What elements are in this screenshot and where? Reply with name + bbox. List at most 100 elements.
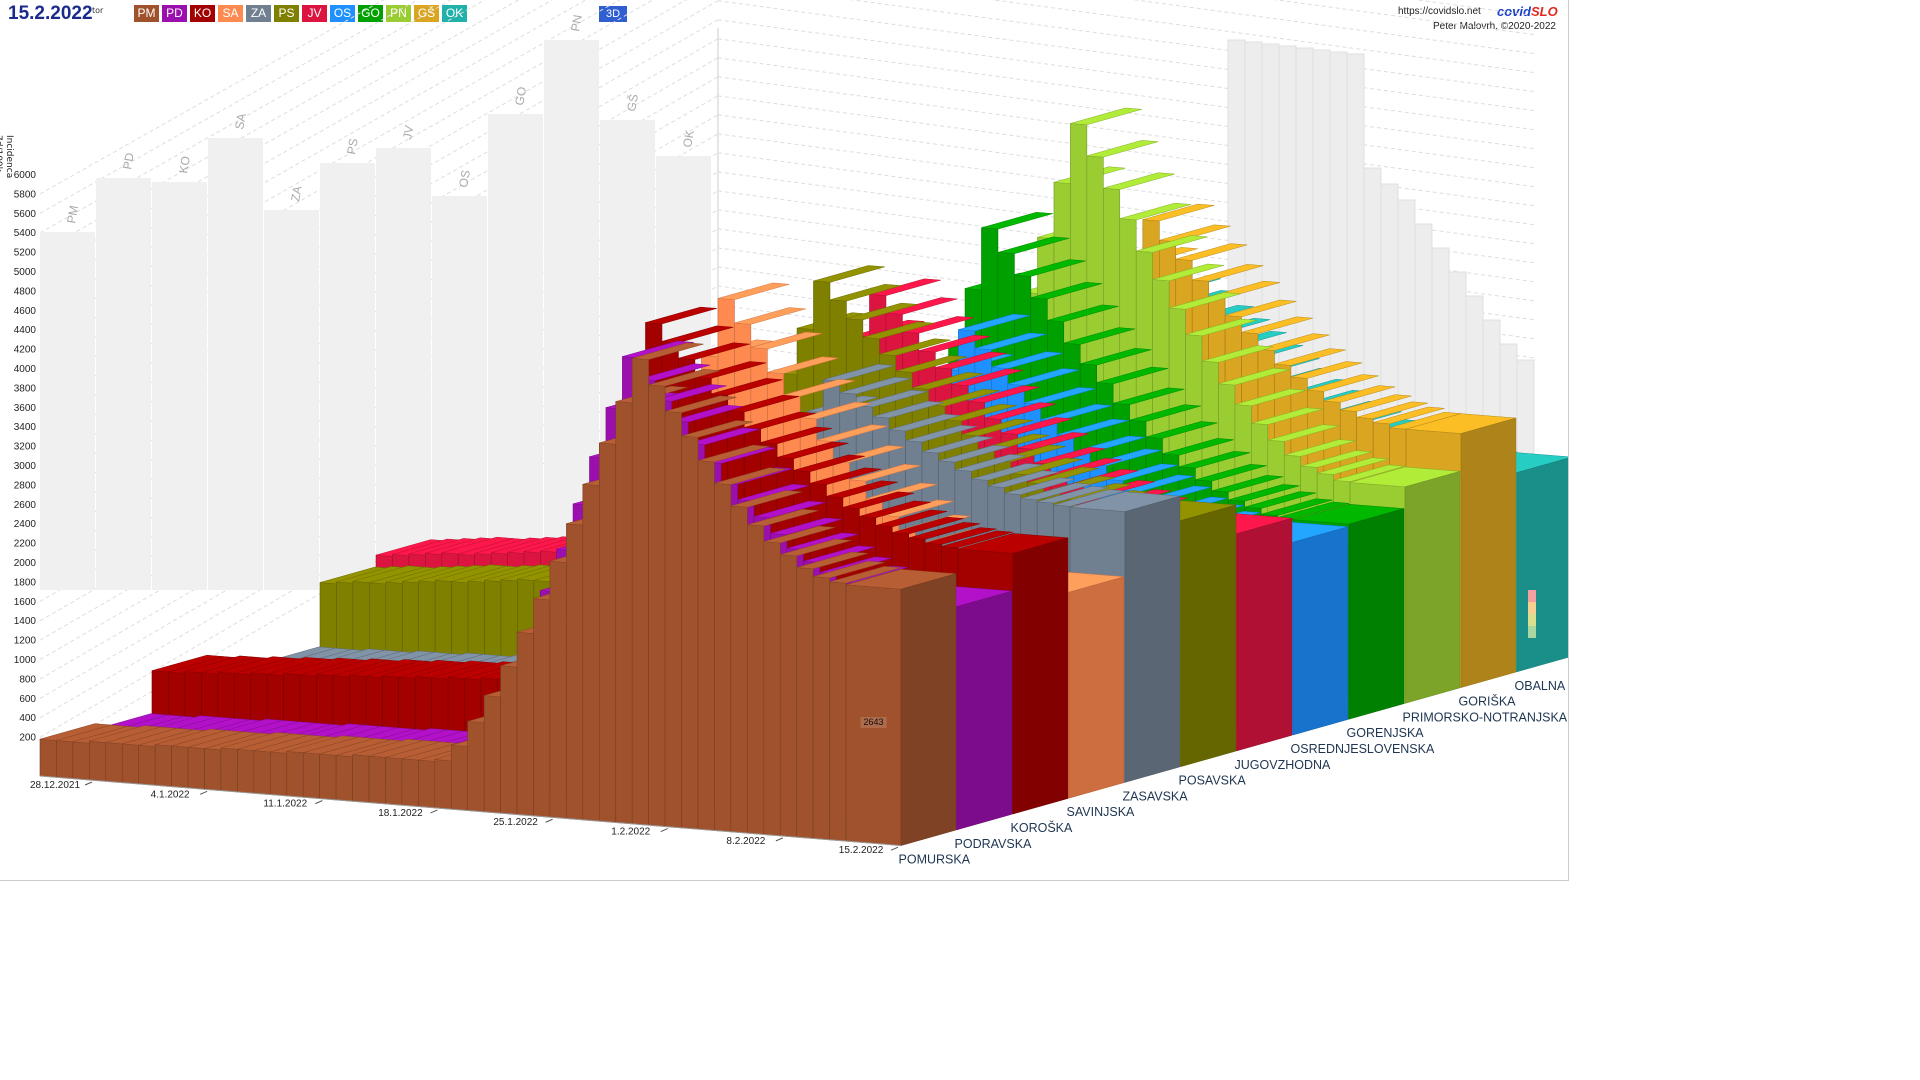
bar-top xyxy=(1261,498,1333,516)
bar xyxy=(549,560,567,819)
region-name-label: ZASAVSKA xyxy=(1123,789,1189,803)
bar-top xyxy=(961,418,1033,437)
bar xyxy=(664,411,682,829)
bar-top xyxy=(1070,107,1142,126)
bar xyxy=(319,753,337,801)
bar xyxy=(401,758,419,807)
legend-item-os[interactable]: OS xyxy=(330,5,355,22)
bar xyxy=(253,750,271,795)
bar xyxy=(812,576,830,841)
bar-top xyxy=(879,338,951,356)
bar-top xyxy=(1162,438,1234,456)
date-title: 15.2.2022 xyxy=(8,3,93,24)
wall-column xyxy=(264,210,319,590)
bar-top xyxy=(813,265,885,283)
view-3d-button[interactable]: 3D xyxy=(599,6,627,22)
bar-top xyxy=(968,385,1040,403)
brand-logo: covidSLO xyxy=(1497,4,1558,19)
y-tick-label: 6000 xyxy=(14,170,37,181)
bar-side xyxy=(1348,508,1405,720)
bar-top xyxy=(1017,432,1089,450)
bar xyxy=(829,581,847,842)
bar xyxy=(269,751,288,797)
bar-top xyxy=(829,566,901,584)
bar-top xyxy=(813,560,885,579)
bar-top xyxy=(839,376,912,395)
legend-item-pm[interactable]: PM xyxy=(134,5,159,22)
bar-top xyxy=(816,424,889,442)
wall-code-label: JV xyxy=(400,124,416,140)
bar-top xyxy=(1234,388,1307,407)
bar-top xyxy=(938,445,1010,463)
bar xyxy=(39,738,57,778)
bar-side xyxy=(956,590,1013,831)
bar-top xyxy=(895,355,968,373)
region-name-label: GORENJSKA xyxy=(1347,726,1425,740)
wall-column xyxy=(376,148,431,590)
bar-top xyxy=(1356,401,1429,419)
legend-item-pd[interactable]: PD xyxy=(162,5,187,22)
legend-item-ko[interactable]: KO xyxy=(190,5,215,22)
bar-side xyxy=(900,573,957,846)
bar-top xyxy=(1063,327,1136,345)
bar-top xyxy=(1007,368,1080,386)
brand-part1: covid xyxy=(1497,4,1531,19)
site-url[interactable]: https://covidslo.net xyxy=(1398,6,1481,17)
legend-item-za[interactable]: ZA xyxy=(246,5,271,22)
bar-top xyxy=(921,435,994,454)
bar-top xyxy=(750,331,823,350)
bar-top xyxy=(727,394,800,413)
y-tick-label: 1000 xyxy=(14,655,37,666)
bar xyxy=(631,357,649,826)
wall-code-label: GŠ xyxy=(623,93,641,113)
bar-top xyxy=(783,379,856,397)
bar-top xyxy=(1267,424,1340,442)
y-tick-label: 2800 xyxy=(14,480,37,491)
bar-top xyxy=(737,483,809,502)
bar-side xyxy=(1516,457,1568,673)
brand-part2: SLO xyxy=(1530,4,1558,19)
bar-top xyxy=(793,454,865,472)
y-tick-label: 2200 xyxy=(14,539,37,550)
bar-top xyxy=(846,302,918,321)
bar xyxy=(845,584,902,846)
bar-top xyxy=(1211,475,1284,493)
wall-column xyxy=(208,138,263,590)
bar-top xyxy=(1192,264,1264,282)
bar-top xyxy=(974,332,1047,351)
author-credit: Peter Malovrh, ©2020-2022 xyxy=(1433,21,1556,32)
bar xyxy=(302,752,320,799)
bar-top xyxy=(1096,366,1169,385)
bar-top xyxy=(671,404,744,423)
bar-top xyxy=(1152,263,1225,282)
bar-top xyxy=(1142,203,1215,222)
y-tick-label: 4600 xyxy=(14,306,37,317)
bar xyxy=(533,598,551,818)
legend-item-pn[interactable]: PN xyxy=(386,5,411,22)
bar xyxy=(220,747,238,793)
y-tick-label: 2600 xyxy=(14,500,37,511)
bar-side xyxy=(1460,417,1517,688)
wall-code-label: OK xyxy=(680,129,697,149)
bar-top xyxy=(697,444,770,463)
legend-item-jv[interactable]: JV xyxy=(302,5,327,22)
wall-code-label: GO xyxy=(512,86,529,107)
legend-item-ps[interactable]: PS xyxy=(274,5,299,22)
bar-top xyxy=(1218,368,1290,386)
bar-top xyxy=(800,401,872,420)
bar xyxy=(368,755,386,805)
region-name-label: PODRAVSKA xyxy=(955,837,1033,851)
bar-top xyxy=(1241,316,1313,334)
wall-code-label: OS xyxy=(456,169,473,189)
legend-item-sa[interactable]: SA xyxy=(218,5,243,22)
x-tick-label: 1.2.2022 xyxy=(611,827,650,838)
bar xyxy=(450,744,469,811)
bar-top xyxy=(826,480,898,498)
bar-top xyxy=(912,372,984,390)
wall-column xyxy=(152,182,207,590)
bar xyxy=(237,748,255,794)
bar xyxy=(56,740,74,779)
y-tick-label: 2400 xyxy=(14,519,37,530)
legend-item-ok[interactable]: OK xyxy=(442,5,467,22)
bar-top xyxy=(786,532,859,550)
